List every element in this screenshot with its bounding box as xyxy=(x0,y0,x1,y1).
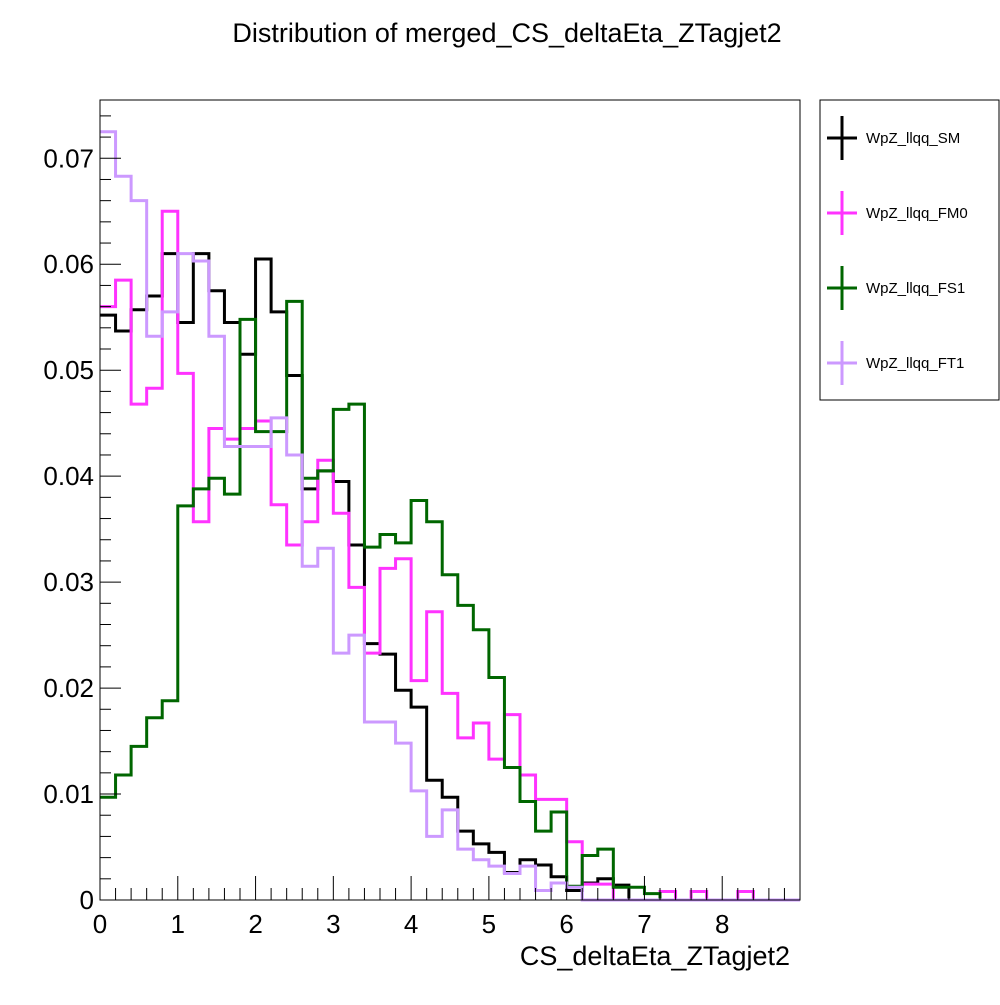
legend-item: WpZ_llqq_FS1 xyxy=(827,266,965,310)
y-tick-label: 0.05 xyxy=(43,355,94,385)
y-axis-ticks xyxy=(100,115,121,901)
legend-box xyxy=(819,99,1000,401)
series-layer xyxy=(100,130,800,902)
y-tick-label: 0.01 xyxy=(43,779,94,809)
x-tick-label: 4 xyxy=(404,909,418,939)
legend-item: WpZ_llqq_FM0 xyxy=(827,191,968,235)
y-tick-label: 0.02 xyxy=(43,673,94,703)
legend-label: WpZ_llqq_SM xyxy=(866,130,960,147)
x-tick-label: 2 xyxy=(248,909,262,939)
x-tick-label: 5 xyxy=(482,909,496,939)
y-tick-label: 0.03 xyxy=(43,567,94,597)
chart-title: Distribution of merged_CS_deltaEta_ZTagj… xyxy=(232,18,781,48)
y-axis-tick-labels: 0 0.01 0.02 0.03 0.04 0.05 0.06 0.07 xyxy=(43,143,94,915)
y-tick-label: 0.04 xyxy=(43,461,94,491)
legend-label: WpZ_llqq_FS1 xyxy=(866,280,965,297)
legend-item: WpZ_llqq_FT1 xyxy=(827,341,964,385)
series-line-WpZ_llqq_SM xyxy=(100,252,800,902)
x-tick-label: 6 xyxy=(559,909,573,939)
x-tick-label: 0 xyxy=(93,909,107,939)
legend: WpZ_llqq_SM WpZ_llqq_FM0 WpZ_llqq_FS1 WpZ_l… xyxy=(827,116,968,385)
series-line-WpZ_llqq_FM0 xyxy=(100,209,800,902)
legend-label: WpZ_llqq_FM0 xyxy=(866,205,968,222)
x-axis-title: CS_deltaEta_ZTagjet2 xyxy=(520,941,790,971)
legend-label: WpZ_llqq_FT1 xyxy=(866,355,964,372)
y-tick-label: 0 xyxy=(80,885,94,915)
y-tick-label: 0.06 xyxy=(43,249,94,279)
x-tick-label: 8 xyxy=(715,909,729,939)
legend-item: WpZ_llqq_SM xyxy=(827,116,960,160)
x-axis-ticks xyxy=(99,876,801,900)
x-tick-label: 3 xyxy=(326,909,340,939)
x-tick-label: 7 xyxy=(637,909,651,939)
x-tick-label: 1 xyxy=(171,909,185,939)
x-axis-tick-labels: 0 1 2 3 4 5 6 7 8 xyxy=(93,909,730,939)
series-line-WpZ_llqq_FT1 xyxy=(100,130,800,902)
series-line-WpZ_llqq_FS1 xyxy=(100,299,800,902)
plot-frame xyxy=(99,99,801,901)
y-tick-label: 0.07 xyxy=(43,143,94,173)
